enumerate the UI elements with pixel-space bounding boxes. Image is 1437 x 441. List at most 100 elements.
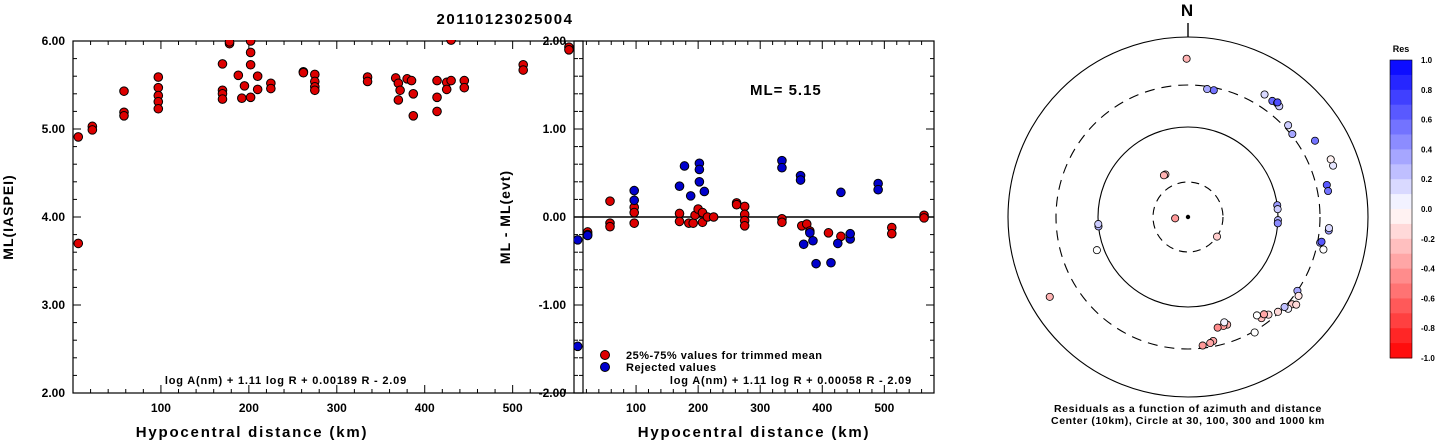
rejected-point (685, 191, 696, 201)
rejected-point (845, 228, 856, 239)
range-ring (1152, 181, 1224, 253)
residual-distance-panel: ML - ML(evt) Hypocentral distance (km) M… (497, 34, 935, 441)
data-point (266, 83, 276, 94)
data-point (310, 85, 320, 96)
station-residual (1324, 224, 1333, 233)
panel2-ylabel: ML - ML(evt) (497, 170, 513, 264)
station-residual (1252, 311, 1261, 320)
colorbar-segment (1390, 134, 1412, 150)
data-point (605, 221, 615, 232)
colorbar-tick-label: 0.0 (1421, 205, 1433, 214)
legend-swatch-trimmed (600, 350, 610, 360)
data-point (564, 45, 574, 55)
ml-distance-panel: ML(IASPEI) Hypocentral distance (km) log… (0, 34, 584, 441)
colorbar-tick-label: -1.0 (1421, 354, 1435, 363)
station-residual (1159, 171, 1168, 180)
station-residual (1209, 86, 1218, 95)
colorbar-tick-label: 0.6 (1421, 116, 1433, 125)
station-residual (1326, 155, 1335, 164)
colorbar-tick-label: -0.6 (1421, 294, 1435, 303)
station-residual (1284, 121, 1293, 130)
station-residual (1206, 339, 1215, 348)
rejected-point (873, 184, 883, 195)
north-label: N (1181, 1, 1193, 20)
rejected-point (808, 235, 818, 246)
colorbar-tick-label: -0.8 (1421, 324, 1435, 333)
colorbar-tick-label: -0.4 (1421, 265, 1435, 274)
station-residual (1250, 328, 1259, 337)
azimuth-caption-line1: Residuals as a function of azimuth and d… (1054, 403, 1322, 415)
panel2-formula: log A(nm) + 1.11 log R + 0.00058 R - 2.0… (670, 375, 912, 387)
colorbar-segment (1390, 194, 1412, 210)
legend-label-rejected: Rejected values (626, 362, 717, 374)
data-point (245, 59, 256, 70)
rejected-point (694, 177, 705, 187)
data-point (408, 89, 419, 99)
data-point (119, 111, 129, 121)
y-tick-label: -1.00 (539, 298, 567, 312)
colorbar-title: Res (1393, 44, 1410, 54)
station-residual (1273, 98, 1282, 107)
x-tick-label: 500 (874, 401, 894, 415)
station-residual (1260, 310, 1269, 319)
x-tick-label: 300 (327, 401, 347, 415)
y-tick-label: 0.00 (543, 210, 567, 224)
station-residual (1292, 300, 1301, 309)
colorbar-segment (1390, 328, 1412, 344)
data-point (739, 201, 750, 212)
data-point (674, 208, 685, 219)
colorbar-tick-label: 0.2 (1421, 175, 1433, 184)
chart-title: 20110123025004 (437, 11, 574, 28)
station-residual (1294, 291, 1303, 300)
rejected-point (674, 181, 685, 191)
data-point (395, 85, 405, 96)
data-point (73, 238, 84, 249)
colorbar-segment (1390, 253, 1412, 270)
x-tick-label: 400 (812, 401, 832, 415)
y-tick-label: 5.00 (42, 122, 66, 136)
data-point (245, 40, 256, 46)
colorbar-segment (1390, 179, 1412, 195)
colorbar-segment (1390, 149, 1412, 165)
station-residual (1273, 205, 1282, 214)
colorbar-tick-label: -0.2 (1421, 235, 1435, 244)
x-tick-label: 300 (750, 401, 770, 415)
data-point (153, 72, 164, 82)
station-residual (1094, 220, 1103, 229)
data-point (446, 75, 456, 86)
x-tick-label: 100 (151, 401, 171, 415)
y-tick-label: 2.00 (42, 386, 66, 400)
rejected-point (832, 238, 843, 249)
data-point (406, 75, 417, 86)
rejected-point (826, 257, 836, 268)
y-tick-label: 1.00 (543, 122, 567, 136)
rejected-point (629, 195, 640, 206)
legend-label-trimmed: 25%-75% values for trimmed mean (626, 350, 822, 362)
data-point (153, 82, 164, 93)
station-residual (1273, 219, 1282, 228)
data-point (252, 71, 263, 81)
data-point (605, 196, 615, 206)
data-point (629, 218, 640, 228)
data-point (674, 216, 685, 227)
colorbar-tick-label: 0.4 (1421, 145, 1433, 154)
rejected-point (811, 258, 821, 269)
station-residual (1092, 246, 1101, 255)
data-point (237, 93, 247, 103)
data-point (245, 47, 256, 58)
x-tick-label: 100 (626, 401, 646, 415)
x-tick-label: 500 (503, 401, 523, 415)
data-points (73, 40, 574, 249)
colorbar-tick-label: 0.8 (1421, 86, 1433, 95)
data-point (739, 221, 750, 231)
station-residual (1273, 307, 1282, 316)
station-residual (1220, 318, 1229, 327)
azimuth-panel: N Residuals as a function of azimuth and… (1007, 1, 1435, 427)
station-residual (1288, 130, 1297, 139)
colorbar-segment (1390, 223, 1412, 240)
station-residual (1198, 341, 1207, 350)
data-point (217, 94, 228, 104)
data-point (408, 111, 419, 121)
x-tick-label: 200 (239, 401, 259, 415)
rejected-point (582, 230, 593, 241)
